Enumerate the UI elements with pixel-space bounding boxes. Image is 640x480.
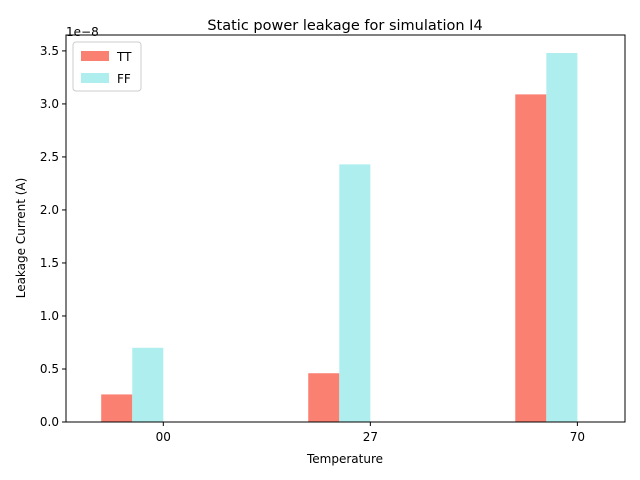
x-axis-label: Temperature [306,452,383,466]
bars-layer [101,53,578,423]
y-tick-label: 2.5 [40,150,59,164]
x-tick-label: 70 [570,430,585,444]
axes-layer [65,34,626,423]
y-tick-label: 0.5 [40,362,59,376]
y-axis-offset-label: 1e−8 [66,25,99,39]
legend: TT FF [72,41,142,92]
bar-tt-27 [308,373,340,422]
ticks-layer: 0.0 0.5 1.0 1.5 2.0 2.5 3.0 3.5 00 27 70 [40,44,585,444]
x-tick-label: 00 [156,430,171,444]
legend-label-tt: TT [116,50,132,64]
bar-ff-27 [339,164,371,422]
plot-frame [65,34,626,423]
x-tick-label: 27 [363,430,378,444]
y-tick-label: 1.5 [40,256,59,270]
legend-swatch-tt [81,51,109,61]
y-tick-label: 3.5 [40,44,59,58]
bar-tt-70 [515,94,547,422]
bar-tt-00 [101,394,133,422]
y-tick-label: 1.0 [40,309,59,323]
legend-label-ff: FF [117,72,131,86]
legend-swatch-ff [81,73,109,83]
bar-ff-00 [132,347,164,422]
chart-title: Static power leakage for simulation I4 [207,18,482,34]
y-tick-label: 2.0 [40,203,59,217]
bar-ff-70 [546,53,578,423]
y-tick-label: 3.0 [40,97,59,111]
y-tick-label: 0.0 [40,415,59,429]
y-axis-label: Leakage Current (A) [14,178,28,299]
